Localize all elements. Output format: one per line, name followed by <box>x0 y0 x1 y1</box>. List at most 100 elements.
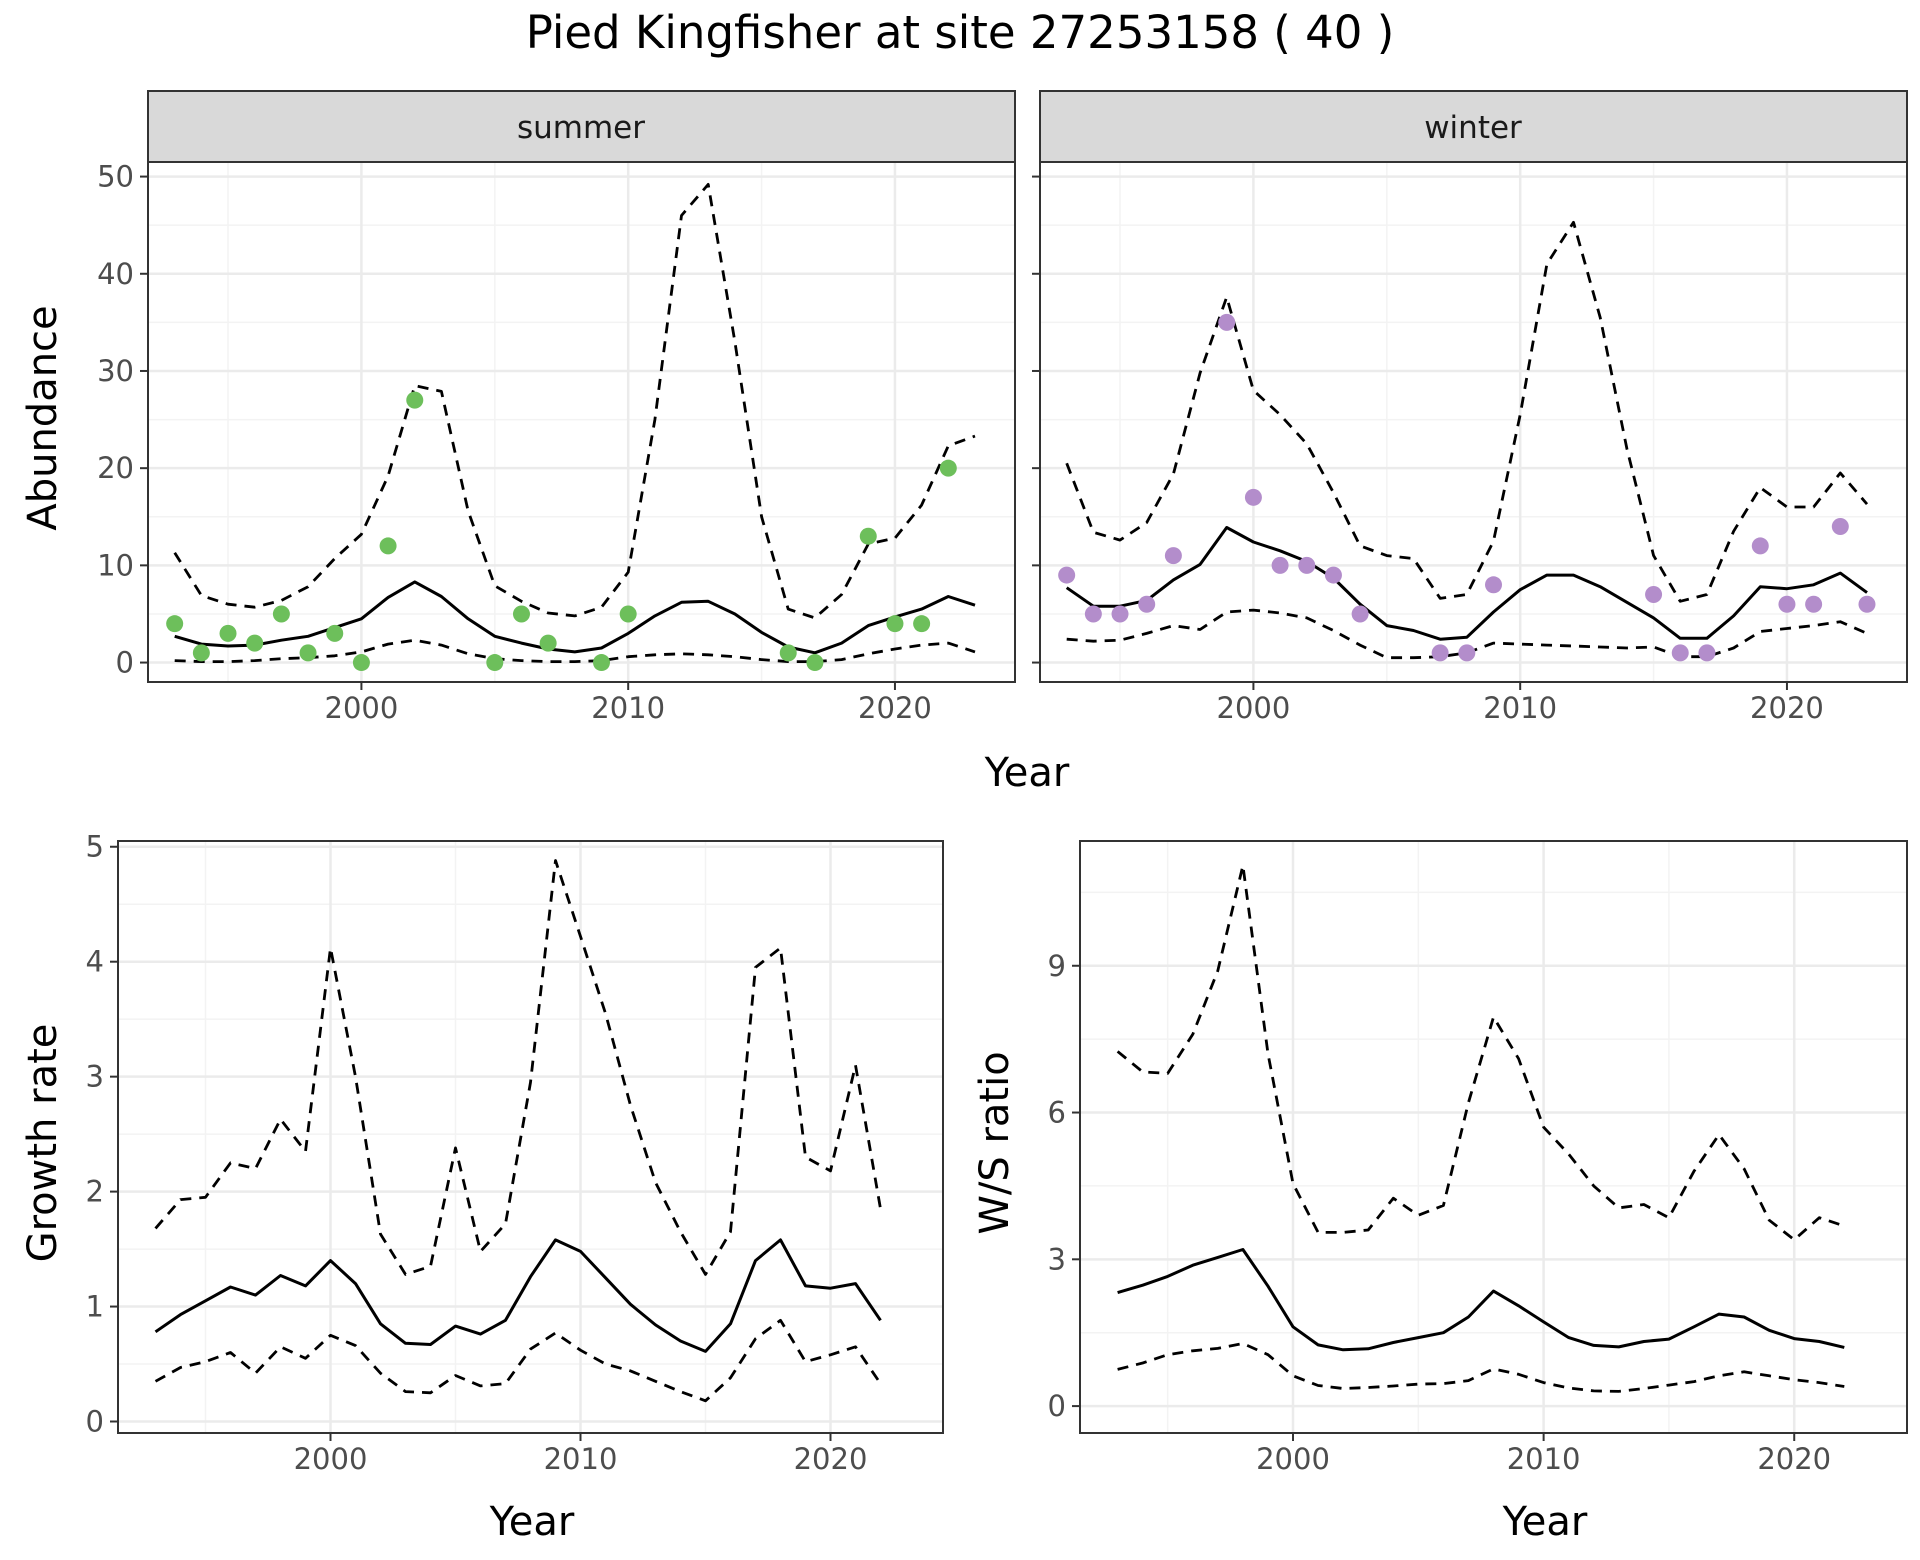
x-tick-label-growth: 2020 <box>794 1442 868 1476</box>
data-point-summer <box>326 624 344 642</box>
data-point-winter <box>1698 644 1716 662</box>
y-tick-label-ws: 9 <box>1048 949 1066 983</box>
series-estimate-line-summer <box>174 580 976 655</box>
x-tick-label-summer: 2000 <box>325 691 399 725</box>
panel-ws-ratio: 2000 2010 2020 0 3 6 9 <box>1048 840 1908 1476</box>
panel-border-winter <box>1039 161 1908 683</box>
series-upper-line-growth <box>154 859 882 1276</box>
y-tick-label-summer: 50 <box>97 160 134 194</box>
data-point-winter <box>1138 595 1156 613</box>
data-point-summer <box>406 391 424 409</box>
data-point-winter <box>1058 566 1076 584</box>
x-tick-label-ws: 2020 <box>1757 1442 1831 1476</box>
data-point-summer <box>886 615 904 633</box>
x-tick-label-winter: 2010 <box>1483 691 1557 725</box>
series-estimate-line-ws <box>1117 1248 1845 1352</box>
data-point-winter <box>1458 644 1476 662</box>
y-tick-label-summer: 0 <box>116 646 134 680</box>
plot-background-summer <box>148 162 1015 682</box>
data-point-summer <box>166 615 184 633</box>
growth-x-axis-title: Year <box>489 1499 575 1545</box>
ws-x-axis-title: Year <box>1502 1499 1588 1545</box>
data-point-winter <box>1084 605 1102 623</box>
y-tick-label-ws: 0 <box>1048 1389 1066 1423</box>
data-point-winter <box>1751 537 1769 555</box>
data-point-winter <box>1351 605 1369 623</box>
data-point-summer <box>379 537 397 555</box>
data-point-summer <box>192 644 210 662</box>
data-point-winter <box>1485 576 1503 594</box>
strip-label-summer: summer <box>517 110 645 146</box>
series-upper-line-winter <box>1065 220 1869 603</box>
series-upper-line-summer <box>173 182 976 620</box>
panel-abundance-winter: winter 2000 2010 2020 <box>1032 90 1908 725</box>
y-tick-label-summer: 30 <box>97 354 134 388</box>
data-point-winter <box>1324 566 1342 584</box>
y-tick-label-growth: 4 <box>86 945 104 979</box>
panel-growth-rate: 2000 2010 2020 0 1 2 3 4 5 <box>86 830 944 1476</box>
data-point-winter <box>1831 517 1849 535</box>
data-point-winter <box>1858 595 1876 613</box>
plot-area-summer: 2000 2010 2020 0 10 20 30 40 50 <box>97 160 1016 725</box>
data-point-winter <box>1671 644 1689 662</box>
chart-title: Pied Kingfisher at site 27253158 ( 40 ) <box>526 6 1395 59</box>
x-tick-label-growth: 2010 <box>544 1442 618 1476</box>
data-point-summer <box>593 654 611 672</box>
y-tick-label-growth: 0 <box>86 1405 104 1439</box>
y-tick-label-growth: 2 <box>86 1175 104 1209</box>
y-tick-label-ws: 3 <box>1048 1242 1066 1276</box>
data-point-winter <box>1111 605 1129 623</box>
data-point-summer <box>246 634 264 652</box>
y-tick-label-summer: 40 <box>97 257 134 291</box>
data-point-summer <box>939 459 957 477</box>
data-point-winter <box>1271 556 1289 574</box>
plot-area-ws-ratio: 2000 2010 2020 0 3 6 9 <box>1048 840 1908 1476</box>
x-tick-label-ws: 2010 <box>1507 1442 1581 1476</box>
data-point-summer <box>512 605 530 623</box>
series-estimate-line-growth <box>154 1238 882 1353</box>
y-tick-label-summer: 10 <box>97 548 134 582</box>
panel-border-growth <box>117 840 944 1434</box>
data-point-winter <box>1218 313 1236 331</box>
y-tick-label-growth: 5 <box>86 830 104 864</box>
panel-abundance-summer: summer 2000 2010 2020 0 10 20 30 40 50 <box>97 90 1016 725</box>
data-point-winter <box>1778 595 1796 613</box>
x-tick-label-winter: 2020 <box>1750 691 1824 725</box>
data-point-summer <box>779 644 797 662</box>
x-tick-label-growth: 2000 <box>294 1442 368 1476</box>
panel-border-summer <box>147 161 1016 683</box>
plot-background-growth <box>118 841 943 1433</box>
abundance-y-axis-title: Abundance <box>20 305 66 530</box>
series-upper-line-ws <box>1116 864 1845 1242</box>
plot-area-growth-rate: 2000 2010 2020 0 1 2 3 4 5 <box>86 830 944 1476</box>
data-point-summer <box>859 527 877 545</box>
data-point-winter <box>1164 547 1182 565</box>
series-estimate-line-winter <box>1065 526 1868 641</box>
series-lower-line-ws <box>1117 1342 1845 1393</box>
y-tick-label-growth: 3 <box>86 1060 104 1094</box>
plot-background-winter <box>1040 162 1907 682</box>
plot-area-winter: 2000 2010 2020 <box>1032 161 1908 725</box>
plot-background-ws <box>1080 841 1907 1433</box>
y-tick-label-ws: 6 <box>1048 1096 1066 1130</box>
x-tick-label-summer: 2020 <box>858 691 932 725</box>
data-point-summer <box>272 605 290 623</box>
data-point-winter <box>1431 644 1449 662</box>
strip-label-winter: winter <box>1424 110 1522 146</box>
data-point-summer <box>619 605 637 623</box>
x-tick-label-summer: 2010 <box>591 691 665 725</box>
ws-y-axis-title: W/S ratio <box>972 1051 1018 1234</box>
strip-summer <box>147 90 1016 163</box>
data-point-summer <box>539 634 557 652</box>
data-point-summer <box>806 654 824 672</box>
data-point-winter <box>1805 595 1823 613</box>
y-tick-label-growth: 1 <box>86 1290 104 1324</box>
abundance-x-axis-title: Year <box>984 750 1070 796</box>
data-point-winter <box>1244 488 1262 506</box>
x-tick-label-ws: 2000 <box>1256 1442 1330 1476</box>
x-tick-label-winter: 2000 <box>1217 691 1291 725</box>
data-point-summer <box>219 624 237 642</box>
data-point-winter <box>1298 556 1316 574</box>
data-point-summer <box>913 615 931 633</box>
